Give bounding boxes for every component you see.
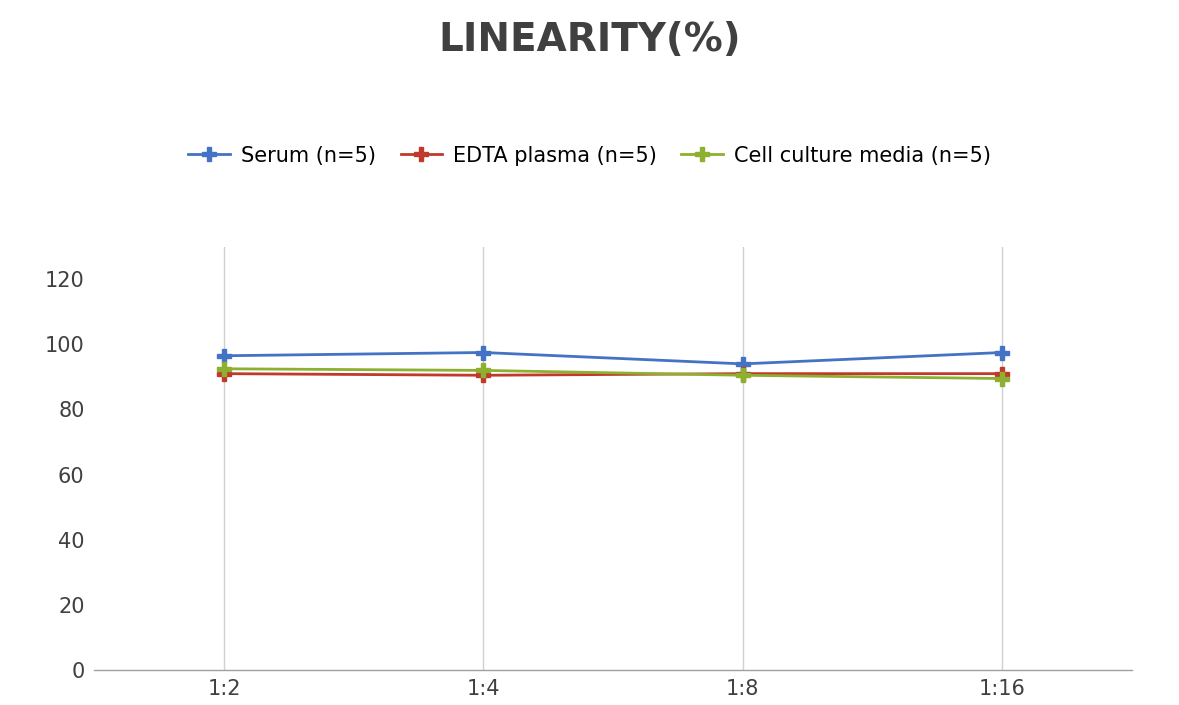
Legend: Serum (n=5), EDTA plasma (n=5), Cell culture media (n=5): Serum (n=5), EDTA plasma (n=5), Cell cul… <box>180 137 999 174</box>
Text: LINEARITY(%): LINEARITY(%) <box>439 21 740 59</box>
Line: Serum (n=5): Serum (n=5) <box>217 345 1009 371</box>
EDTA plasma (n=5) <box>995 369 1009 378</box>
Line: Cell culture media (n=5): Cell culture media (n=5) <box>217 362 1009 386</box>
EDTA plasma (n=5) <box>736 369 750 378</box>
Serum (n=5) <box>736 360 750 368</box>
Cell culture media (n=5) <box>736 371 750 379</box>
Cell culture media (n=5) <box>995 374 1009 383</box>
Line: EDTA plasma (n=5): EDTA plasma (n=5) <box>217 367 1009 382</box>
Serum (n=5) <box>476 348 490 357</box>
EDTA plasma (n=5) <box>217 369 231 378</box>
Cell culture media (n=5) <box>217 364 231 373</box>
Serum (n=5) <box>995 348 1009 357</box>
Cell culture media (n=5) <box>476 366 490 374</box>
EDTA plasma (n=5) <box>476 371 490 379</box>
Serum (n=5) <box>217 352 231 360</box>
